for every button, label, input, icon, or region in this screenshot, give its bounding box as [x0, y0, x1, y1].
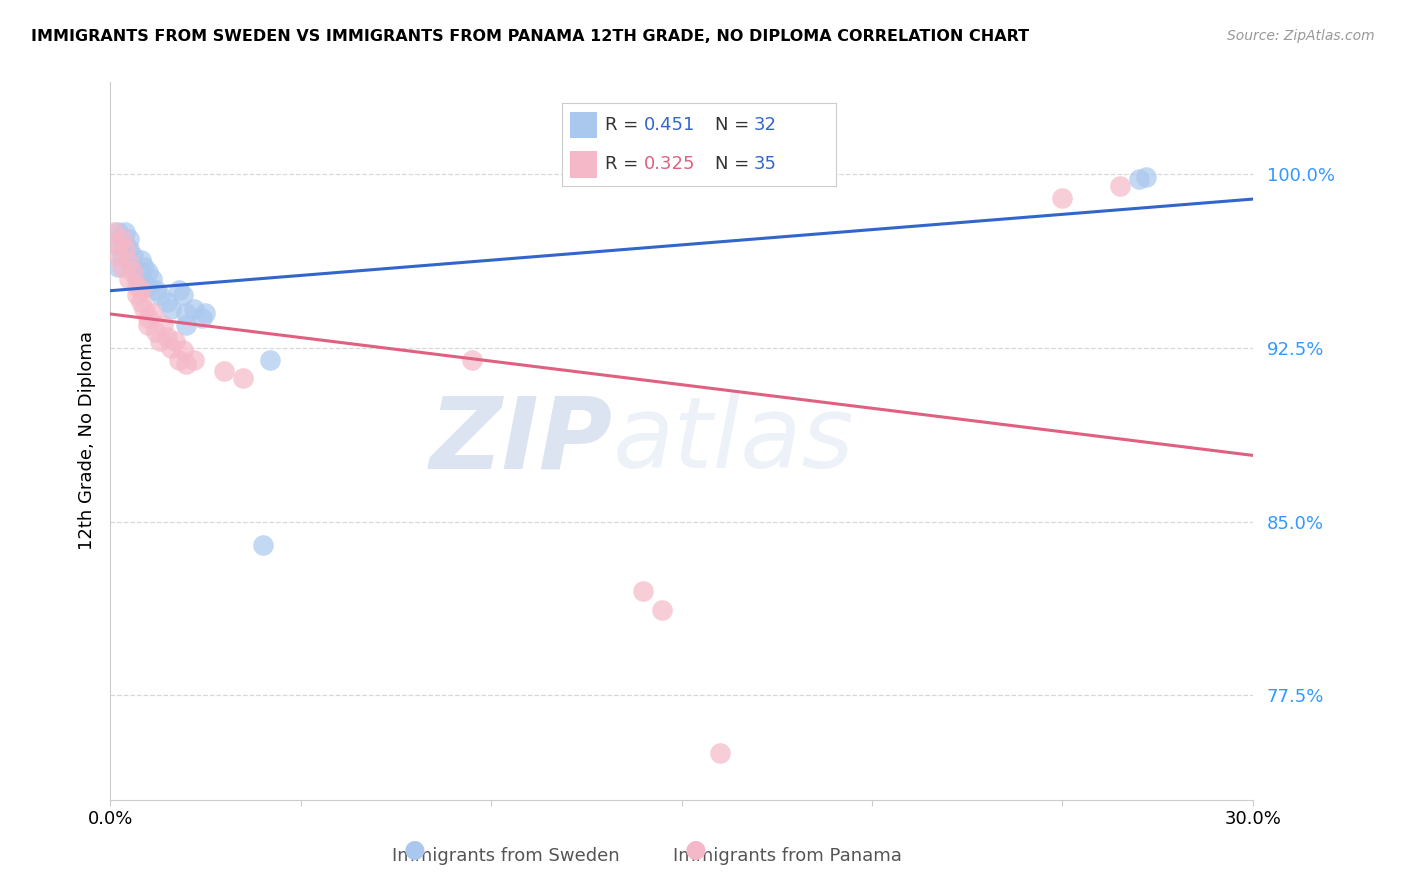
Point	[183, 352, 205, 367]
Point	[176, 357, 198, 371]
Point	[136, 311, 159, 326]
Text: Immigrants from Sweden: Immigrants from Sweden	[392, 847, 620, 865]
Point	[134, 301, 156, 316]
Point	[136, 318, 159, 332]
Text: Immigrants from Panama: Immigrants from Panama	[673, 847, 901, 865]
Point	[156, 294, 179, 309]
Point	[103, 226, 125, 240]
Point	[259, 352, 281, 367]
Point	[118, 232, 141, 246]
Point	[145, 325, 167, 339]
Point	[118, 271, 141, 285]
Point	[129, 294, 152, 309]
Point	[190, 311, 212, 326]
Point	[110, 232, 132, 246]
Point	[1108, 179, 1130, 194]
Point	[118, 242, 141, 256]
Point	[1135, 169, 1157, 184]
Point	[107, 226, 129, 240]
Point	[145, 283, 167, 297]
Point	[1128, 172, 1150, 186]
Point	[114, 242, 136, 256]
Point	[122, 260, 145, 274]
Point	[167, 352, 190, 367]
Point	[709, 746, 731, 760]
Point	[1052, 191, 1074, 205]
Text: Source: ZipAtlas.com: Source: ZipAtlas.com	[1227, 29, 1375, 43]
Point	[176, 318, 198, 332]
Point	[167, 283, 190, 297]
Point	[122, 265, 145, 279]
Point	[125, 271, 148, 285]
Point	[103, 236, 125, 251]
Point	[461, 352, 484, 367]
Point	[136, 278, 159, 293]
Y-axis label: 12th Grade, No Diploma: 12th Grade, No Diploma	[79, 331, 96, 550]
Point	[232, 371, 254, 385]
Point	[149, 288, 172, 302]
Point	[163, 334, 186, 348]
Point	[172, 288, 194, 302]
Point	[114, 226, 136, 240]
Point	[118, 255, 141, 269]
Point	[152, 318, 174, 332]
Point	[633, 584, 655, 599]
Point	[160, 341, 183, 355]
Point	[141, 306, 163, 320]
Text: atlas: atlas	[613, 392, 855, 489]
Point	[141, 271, 163, 285]
Point	[252, 538, 274, 552]
Point	[134, 260, 156, 274]
Text: IMMIGRANTS FROM SWEDEN VS IMMIGRANTS FROM PANAMA 12TH GRADE, NO DIPLOMA CORRELAT: IMMIGRANTS FROM SWEDEN VS IMMIGRANTS FRO…	[31, 29, 1029, 44]
Point	[114, 236, 136, 251]
Point	[129, 253, 152, 268]
Point	[129, 283, 152, 297]
Point	[160, 301, 183, 316]
Text: ZIP: ZIP	[430, 392, 613, 489]
Point	[129, 265, 152, 279]
Text: ●: ●	[404, 838, 426, 862]
Point	[156, 329, 179, 343]
Point	[125, 278, 148, 293]
Point	[110, 260, 132, 274]
Point	[194, 306, 217, 320]
Text: ●: ●	[685, 838, 707, 862]
Point	[110, 248, 132, 262]
Point	[107, 260, 129, 274]
Point	[107, 236, 129, 251]
Point	[107, 248, 129, 262]
Point	[122, 248, 145, 262]
Point	[136, 265, 159, 279]
Point	[149, 334, 172, 348]
Point	[214, 364, 236, 378]
Point	[183, 301, 205, 316]
Point	[172, 343, 194, 358]
Point	[125, 288, 148, 302]
Point	[651, 603, 673, 617]
Point	[176, 306, 198, 320]
